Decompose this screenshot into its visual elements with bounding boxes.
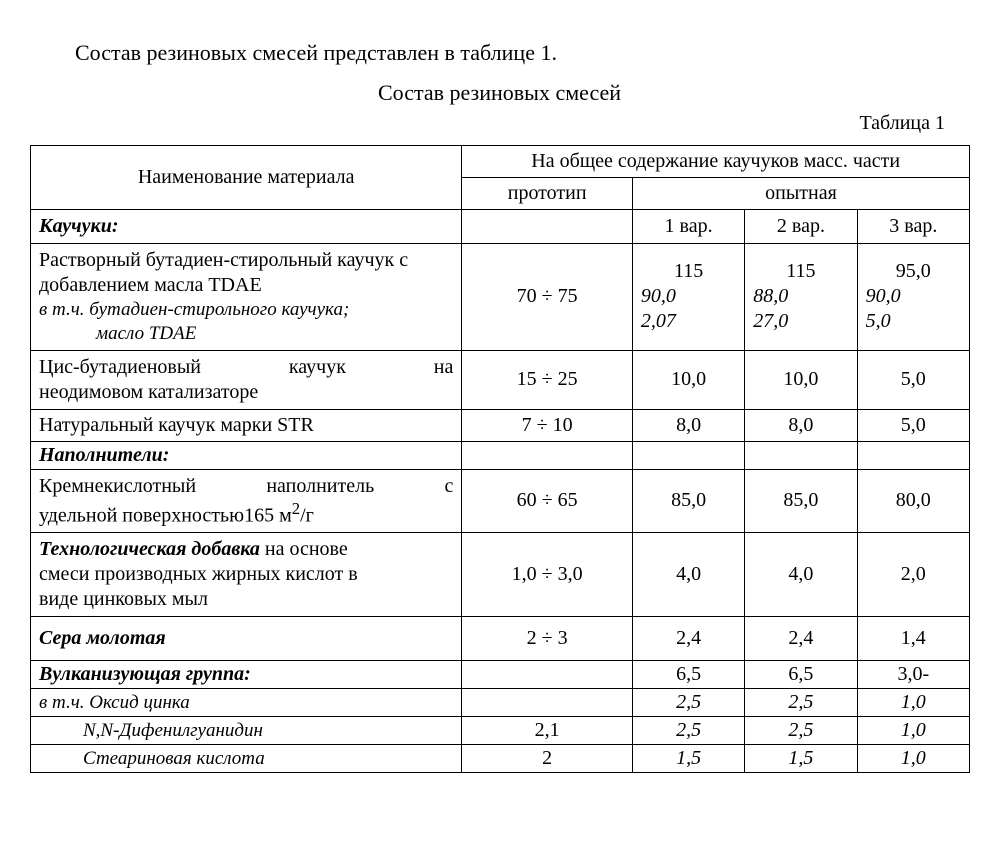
- row-rubbers-header: Каучуки: 1 вар. 2 вар. 3 вар.: [31, 210, 970, 244]
- col-name: Наименование материала: [31, 146, 462, 210]
- intro-text: Состав резиновых смесей представлен в та…: [30, 40, 969, 66]
- stear-v2: 1,5: [745, 745, 857, 773]
- cis-v3: 5,0: [857, 350, 969, 409]
- zno-v1: 2,5: [632, 689, 744, 717]
- vulc-header: Вулканизующая группа:: [31, 661, 462, 689]
- row-tech: Технологическая добавка на основе смеси …: [31, 533, 970, 617]
- sbr-v1: 115 90,0 2,07: [632, 244, 744, 351]
- sbr-label: Растворный бутадиен-стирольный каучук с …: [31, 244, 462, 351]
- sulfur-proto: 2 ÷ 3: [462, 617, 633, 661]
- stear-proto: 2: [462, 745, 633, 773]
- var1-header: 1 вар.: [632, 210, 744, 244]
- row-stear: Стеариновая кислота 2 1,5 1,5 1,0: [31, 745, 970, 773]
- str-v2: 8,0: [745, 409, 857, 441]
- row-dpg: N,N-Дифенилгуанидин 2,1 2,5 2,5 1,0: [31, 717, 970, 745]
- str-label: Натуральный каучук марки STR: [31, 409, 462, 441]
- sulfur-v3: 1,4: [857, 617, 969, 661]
- col-experimental: опытная: [632, 178, 969, 210]
- dpg-label: N,N-Дифенилгуанидин: [31, 717, 462, 745]
- str-v3: 5,0: [857, 409, 969, 441]
- row-zno: в т.ч. Оксид цинка 2,5 2,5 1,0: [31, 689, 970, 717]
- stear-label: Стеариновая кислота: [31, 745, 462, 773]
- row-str: Натуральный каучук марки STR 7 ÷ 10 8,0 …: [31, 409, 970, 441]
- col-prototype: прототип: [462, 178, 633, 210]
- sulfur-v2: 2,4: [745, 617, 857, 661]
- table-caption: Состав резиновых смесей: [30, 80, 969, 106]
- dpg-v1: 2,5: [632, 717, 744, 745]
- stear-v3: 1,0: [857, 745, 969, 773]
- row-fillers-header: Наполнители:: [31, 441, 970, 469]
- sbr-proto: 70 ÷ 75: [462, 244, 633, 351]
- row-vulc-header: Вулканизующая группа: 6,5 6,5 3,0-: [31, 661, 970, 689]
- zno-v3: 1,0: [857, 689, 969, 717]
- silica-v1: 85,0: [632, 469, 744, 533]
- cis-v1: 10,0: [632, 350, 744, 409]
- row-silica: Кремнекислотный наполнитель с удельной п…: [31, 469, 970, 533]
- sbr-v2: 115 88,0 27,0: [745, 244, 857, 351]
- tech-label: Технологическая добавка на основе смеси …: [31, 533, 462, 617]
- composition-table: Наименование материала На общее содержан…: [30, 145, 970, 773]
- col-group: На общее содержание каучуков масс. части: [462, 146, 970, 178]
- tech-v3: 2,0: [857, 533, 969, 617]
- stear-v1: 1,5: [632, 745, 744, 773]
- tech-proto: 1,0 ÷ 3,0: [462, 533, 633, 617]
- tech-v2: 4,0: [745, 533, 857, 617]
- cis-label: Цис-бутадиеновый каучук на неодимовом ка…: [31, 350, 462, 409]
- dpg-v2: 2,5: [745, 717, 857, 745]
- vulc-v2: 6,5: [745, 661, 857, 689]
- silica-proto: 60 ÷ 65: [462, 469, 633, 533]
- sbr-v3: 95,0 90,0 5,0: [857, 244, 969, 351]
- fillers-header: Наполнители:: [31, 441, 462, 469]
- row-sbr: Растворный бутадиен-стирольный каучук с …: [31, 244, 970, 351]
- sulfur-v1: 2,4: [632, 617, 744, 661]
- silica-label: Кремнекислотный наполнитель с удельной п…: [31, 469, 462, 533]
- tech-v1: 4,0: [632, 533, 744, 617]
- dpg-proto: 2,1: [462, 717, 633, 745]
- str-v1: 8,0: [632, 409, 744, 441]
- silica-v2: 85,0: [745, 469, 857, 533]
- vulc-v3: 3,0-: [857, 661, 969, 689]
- var2-header: 2 вар.: [745, 210, 857, 244]
- zno-proto: [462, 689, 633, 717]
- zno-v2: 2,5: [745, 689, 857, 717]
- table-number: Таблица 1: [30, 112, 945, 135]
- rubbers-header: Каучуки:: [31, 210, 462, 244]
- vulc-v1: 6,5: [632, 661, 744, 689]
- sulfur-label: Сера молотая: [31, 617, 462, 661]
- table-header-row-1: Наименование материала На общее содержан…: [31, 146, 970, 178]
- dpg-v3: 1,0: [857, 717, 969, 745]
- silica-v3: 80,0: [857, 469, 969, 533]
- row-sulfur: Сера молотая 2 ÷ 3 2,4 2,4 1,4: [31, 617, 970, 661]
- var3-header: 3 вар.: [857, 210, 969, 244]
- cis-v2: 10,0: [745, 350, 857, 409]
- cis-proto: 15 ÷ 25: [462, 350, 633, 409]
- zno-label: в т.ч. Оксид цинка: [31, 689, 462, 717]
- row-cis: Цис-бутадиеновый каучук на неодимовом ка…: [31, 350, 970, 409]
- str-proto: 7 ÷ 10: [462, 409, 633, 441]
